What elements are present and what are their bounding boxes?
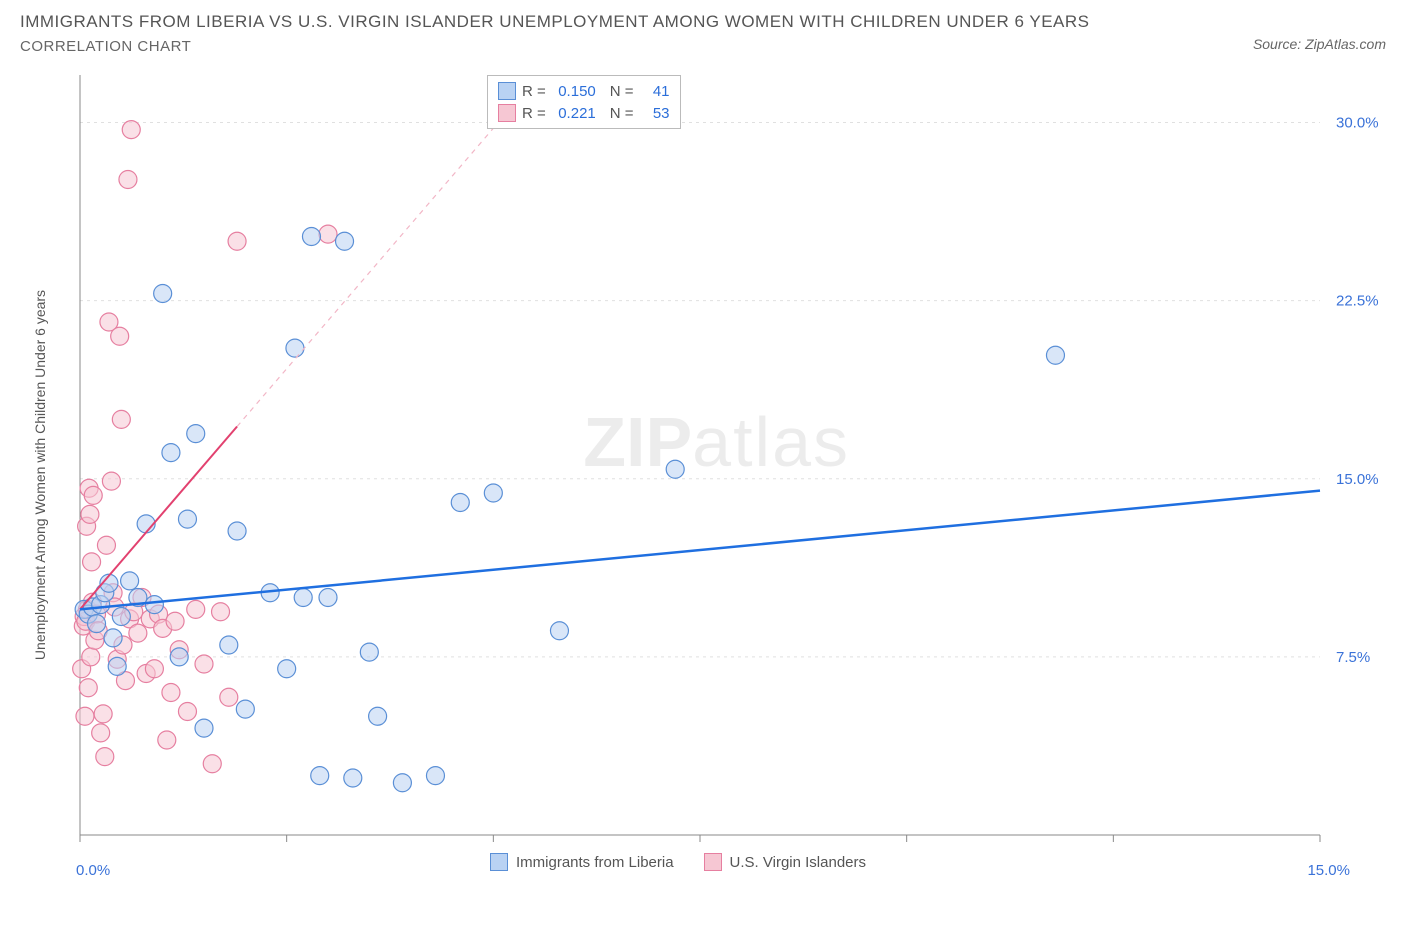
y-axis-label: Unemployment Among Women with Children U… xyxy=(32,290,48,660)
data-point xyxy=(220,636,238,654)
series-legend: Immigrants from Liberia U.S. Virgin Islan… xyxy=(490,853,1010,871)
data-point xyxy=(96,748,114,766)
data-point xyxy=(121,572,139,590)
data-point xyxy=(162,684,180,702)
data-point xyxy=(170,648,188,666)
r-value: 0.150 xyxy=(552,83,596,100)
data-point xyxy=(82,648,100,666)
data-point xyxy=(319,225,337,243)
data-point xyxy=(228,232,246,250)
legend-stat-row: R = 0.221 N = 53 xyxy=(498,102,670,124)
r-label: R = xyxy=(522,83,546,100)
data-point xyxy=(220,688,238,706)
data-point xyxy=(76,707,94,725)
data-point xyxy=(344,769,362,787)
legend-item: Immigrants from Liberia xyxy=(490,853,674,871)
data-point xyxy=(145,596,163,614)
scatter-chart: 7.5% 15.0% 22.5% 30.0% 0.0% 15.0% Immigrants f… xyxy=(20,65,1386,885)
data-point xyxy=(158,731,176,749)
data-point xyxy=(178,510,196,528)
legend-label: U.S. Virgin Islanders xyxy=(730,854,866,871)
data-point xyxy=(302,228,320,246)
data-point xyxy=(319,589,337,607)
data-point xyxy=(104,629,122,647)
n-value: 41 xyxy=(640,83,670,100)
y-tick-label: 7.5% xyxy=(1336,649,1370,666)
chart-title: IMMIGRANTS FROM LIBERIA VS U.S. VIRGIN I… xyxy=(20,12,1090,32)
data-point xyxy=(484,484,502,502)
trend-line xyxy=(80,427,237,610)
data-point xyxy=(79,679,97,697)
data-point xyxy=(81,505,99,523)
data-point xyxy=(195,655,213,673)
n-label: N = xyxy=(610,83,634,100)
data-point xyxy=(154,285,172,303)
data-point xyxy=(119,171,137,189)
data-point xyxy=(236,700,254,718)
data-point xyxy=(83,553,101,571)
chart-subtitle: CORRELATION CHART xyxy=(20,38,1090,55)
n-label: N = xyxy=(610,105,634,122)
data-point xyxy=(195,719,213,737)
data-point xyxy=(393,774,411,792)
correlation-legend: R = 0.150 N = 41 R = 0.221 N = 53 xyxy=(487,75,681,129)
y-tick-label: 22.5% xyxy=(1336,293,1379,310)
y-tick-label: 15.0% xyxy=(1336,471,1379,488)
legend-item: U.S. Virgin Islanders xyxy=(704,853,866,871)
data-point xyxy=(178,703,196,721)
data-point xyxy=(122,121,140,139)
data-point xyxy=(360,643,378,661)
data-point xyxy=(84,486,102,504)
data-point xyxy=(166,612,184,630)
data-point xyxy=(108,657,126,675)
data-point xyxy=(88,615,106,633)
legend-stat-row: R = 0.150 N = 41 xyxy=(498,80,670,102)
data-point xyxy=(451,494,469,512)
data-point xyxy=(162,444,180,462)
data-point xyxy=(294,589,312,607)
x-tick-label: 15.0% xyxy=(1307,862,1350,879)
legend-swatch xyxy=(490,853,508,871)
x-tick-label: 0.0% xyxy=(76,862,110,879)
data-point xyxy=(102,472,120,490)
y-tick-label: 30.0% xyxy=(1336,115,1379,132)
data-point xyxy=(228,522,246,540)
data-point xyxy=(311,767,329,785)
data-point xyxy=(203,755,221,773)
data-point xyxy=(97,536,115,554)
n-value: 53 xyxy=(640,105,670,122)
data-point xyxy=(112,608,130,626)
data-point xyxy=(187,600,205,618)
source-attribution: Source: ZipAtlas.com xyxy=(1253,12,1386,52)
data-point xyxy=(94,705,112,723)
legend-swatch xyxy=(704,853,722,871)
data-point xyxy=(1046,346,1064,364)
data-point xyxy=(278,660,296,678)
legend-label: Immigrants from Liberia xyxy=(516,854,674,871)
data-point xyxy=(369,707,387,725)
legend-swatch xyxy=(498,82,516,100)
data-point xyxy=(550,622,568,640)
r-label: R = xyxy=(522,105,546,122)
data-point xyxy=(426,767,444,785)
data-point xyxy=(286,339,304,357)
data-point xyxy=(336,232,354,250)
trend-line xyxy=(80,491,1320,610)
data-point xyxy=(187,425,205,443)
data-point xyxy=(92,724,110,742)
legend-swatch xyxy=(498,104,516,122)
data-point xyxy=(145,660,163,678)
data-point xyxy=(111,327,129,345)
data-point xyxy=(112,410,130,428)
data-point xyxy=(666,460,684,478)
data-point xyxy=(129,624,147,642)
r-value: 0.221 xyxy=(552,105,596,122)
chart-container: Unemployment Among Women with Children U… xyxy=(20,65,1386,885)
data-point xyxy=(212,603,230,621)
